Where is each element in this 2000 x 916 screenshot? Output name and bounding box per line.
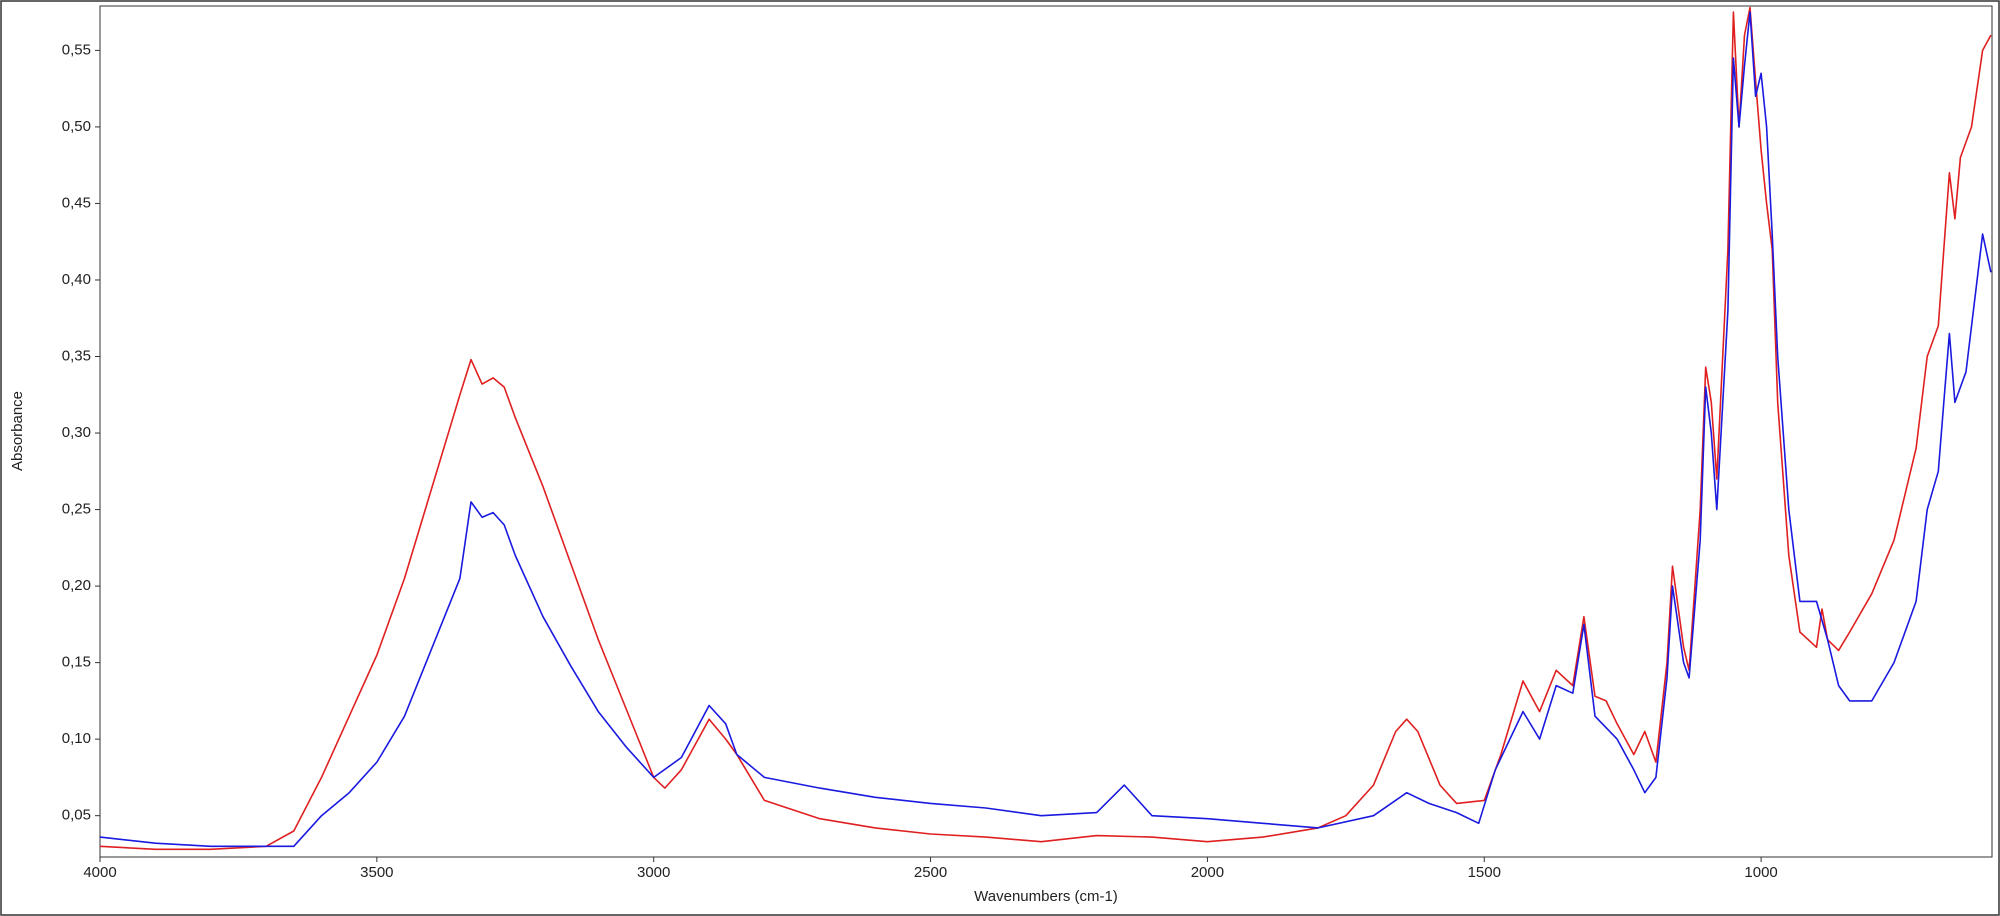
x-axis-label: Wavenumbers (cm-1) (974, 888, 1118, 905)
y-tick-label: 0,25 (62, 501, 91, 518)
y-tick-label: 0,35 (62, 347, 91, 364)
y-tick-label: 0,30 (62, 424, 91, 441)
y-tick-label: 0,15 (62, 654, 91, 671)
x-tick-label: 1000 (1744, 864, 1777, 881)
x-tick-label: 2500 (914, 864, 947, 881)
x-tick-label: 2000 (1191, 864, 1224, 881)
plot-frame (99, 5, 1993, 858)
y-tick-label: 0,40 (62, 271, 91, 288)
y-tick-label: 0,05 (62, 807, 91, 824)
y-axis-label: Absorbance (9, 391, 26, 471)
spectrum-line (99, 6, 1992, 851)
y-tick-label: 0,55 (62, 41, 91, 58)
x-tick-label: 3500 (360, 864, 393, 881)
y-tick-label: 0,45 (62, 194, 91, 211)
x-tick-label: 4000 (83, 864, 116, 881)
spectrum-line (99, 11, 1992, 848)
y-tick-label: 0,50 (62, 118, 91, 135)
x-tick-label: 3000 (637, 864, 670, 881)
y-tick-label: 0,10 (62, 730, 91, 747)
y-tick-label: 0,20 (62, 577, 91, 594)
x-tick-label: 1500 (1468, 864, 1501, 881)
